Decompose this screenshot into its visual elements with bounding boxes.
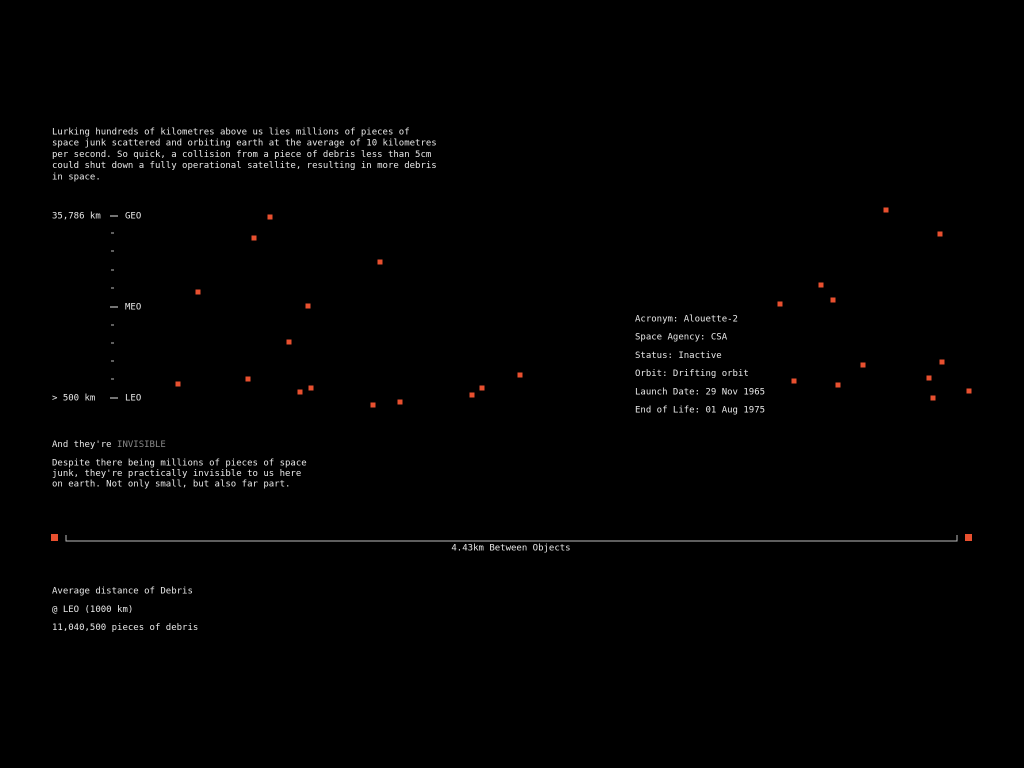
debris bbox=[517, 372, 523, 378]
summary-line: 11,040,500 pieces of debris bbox=[52, 623, 198, 633]
axis-bottom-altitude: > 500 km bbox=[52, 394, 95, 404]
object-info: Launch Date: 29 Nov 1965 bbox=[635, 387, 765, 397]
debris bbox=[308, 385, 314, 391]
debris bbox=[377, 259, 383, 265]
debris bbox=[939, 359, 945, 365]
intro-line: in space. bbox=[52, 172, 101, 182]
debris bbox=[251, 235, 257, 241]
debris bbox=[297, 389, 303, 395]
debris bbox=[479, 385, 485, 391]
debris bbox=[777, 301, 783, 307]
debris bbox=[860, 362, 866, 368]
invisible-line: Despite there being millions of pieces o… bbox=[52, 459, 307, 469]
summary-line: Average distance of Debris bbox=[52, 587, 193, 597]
debris bbox=[883, 207, 889, 213]
scale-end bbox=[965, 534, 972, 541]
debris bbox=[267, 214, 273, 220]
debris bbox=[370, 402, 376, 408]
axis-top-altitude: 35,786 km bbox=[52, 212, 101, 222]
debris bbox=[930, 395, 936, 401]
object-info: Acronym: Alouette-2 bbox=[635, 315, 738, 325]
debris bbox=[966, 388, 972, 394]
debris bbox=[835, 382, 841, 388]
debris bbox=[245, 376, 251, 382]
invisible-line: junk, they're practically invisible to u… bbox=[52, 469, 301, 479]
scale-start bbox=[51, 534, 58, 541]
invisible-heading: And they're INVISIBLE bbox=[52, 440, 166, 450]
debris bbox=[469, 392, 475, 398]
invisible-line: on earth. Not only small, but also far p… bbox=[52, 480, 290, 490]
debris bbox=[397, 399, 403, 405]
summary-line: @ LEO (1000 km) bbox=[52, 605, 133, 615]
axis-leo: LEO bbox=[125, 394, 141, 404]
intro-line: per second. So quick, a collision from a… bbox=[52, 150, 431, 160]
scale-label: 4.43km Between Objects bbox=[451, 544, 570, 554]
debris bbox=[175, 381, 181, 387]
debris bbox=[830, 297, 836, 303]
object-info: End of Life: 01 Aug 1975 bbox=[635, 406, 765, 416]
debris bbox=[818, 282, 824, 288]
axis-meo: MEO bbox=[125, 303, 141, 313]
debris bbox=[195, 289, 201, 295]
debris bbox=[286, 339, 292, 345]
debris bbox=[305, 303, 311, 309]
axis-geo: GEO bbox=[125, 212, 141, 222]
heading-text: And they're bbox=[52, 440, 112, 450]
object-info: Status: Inactive bbox=[635, 351, 722, 361]
object-info: Orbit: Drifting orbit bbox=[635, 369, 749, 379]
intro-line: space junk scattered and orbiting earth … bbox=[52, 139, 437, 149]
scale-bar bbox=[65, 535, 958, 542]
intro-line: could shut down a fully operational sate… bbox=[52, 161, 437, 171]
debris bbox=[937, 231, 943, 237]
heading-highlight: INVISIBLE bbox=[117, 440, 166, 450]
debris bbox=[791, 378, 797, 384]
object-info: Space Agency: CSA bbox=[635, 333, 728, 343]
intro-line: Lurking hundreds of kilometres above us … bbox=[52, 128, 410, 138]
debris bbox=[926, 375, 932, 381]
